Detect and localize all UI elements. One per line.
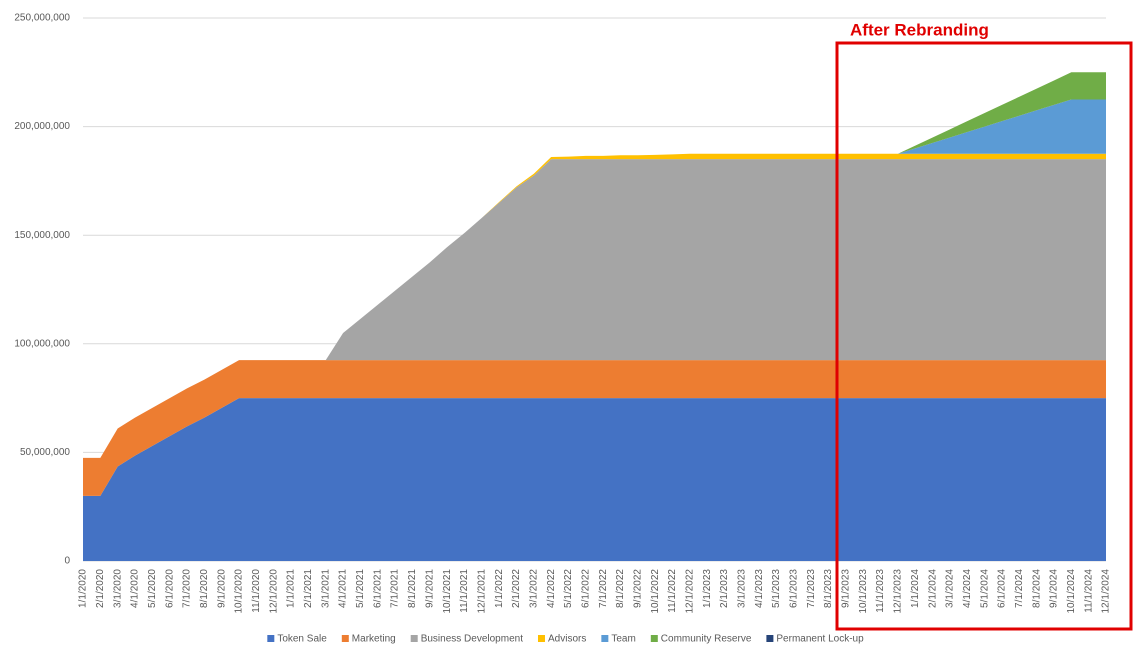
y-tick-label: 200,000,000 <box>14 121 70 132</box>
x-tick-label: 2/1/2020 <box>95 569 106 608</box>
x-tick-label: 5/1/2021 <box>355 569 366 608</box>
area <box>83 398 1106 561</box>
legend-label: Business Development <box>421 634 523 645</box>
x-tick-label: 7/1/2021 <box>390 569 401 608</box>
x-tick-label: 6/1/2020 <box>164 569 175 608</box>
highlight-box <box>835 41 1133 631</box>
x-tick-label: 6/1/2022 <box>580 569 591 608</box>
x-tick-label: 6/1/2024 <box>997 569 1008 608</box>
y-tick-label: 150,000,000 <box>14 230 70 241</box>
x-tick-label: 2/1/2021 <box>303 569 314 608</box>
y-tick-label: 100,000,000 <box>14 338 70 349</box>
x-tick-label: 5/1/2023 <box>771 569 782 608</box>
x-tick-label: 12/1/2024 <box>1101 569 1112 614</box>
legend-swatch <box>650 635 658 642</box>
x-tick-label: 3/1/2022 <box>528 569 539 608</box>
x-tick-label: 9/1/2020 <box>216 569 227 608</box>
x-tick-label: 12/1/2021 <box>476 569 487 614</box>
legend-label: Token Sale <box>277 634 327 645</box>
x-tick-label: 2/1/2024 <box>927 569 938 608</box>
x-tick-label: 12/1/2023 <box>893 569 904 614</box>
x-tick-label: 4/1/2020 <box>130 569 141 608</box>
area <box>83 159 1106 458</box>
area <box>83 360 1106 496</box>
x-tick-label: 6/1/2023 <box>789 569 800 608</box>
x-tick-label: 12/1/2022 <box>685 569 696 614</box>
legend-swatch <box>267 635 275 642</box>
area <box>83 72 1106 458</box>
x-tick-label: 7/1/2023 <box>806 569 817 608</box>
legend-label: Team <box>611 634 635 645</box>
x-tick-label: 9/1/2024 <box>1049 569 1060 608</box>
x-tick-label: 1/1/2023 <box>702 569 713 608</box>
x-tick-label: 1/1/2021 <box>286 569 297 608</box>
x-tick-label: 10/1/2020 <box>234 569 245 614</box>
x-tick-label: 8/1/2024 <box>1031 569 1042 608</box>
legend-swatch <box>766 635 774 642</box>
legend-label: Advisors <box>548 634 586 645</box>
x-tick-label: 7/1/2022 <box>598 569 609 608</box>
legend-label: Marketing <box>352 634 396 645</box>
annotation: After Rebranding <box>850 20 989 39</box>
x-tick-label: 3/1/2021 <box>320 569 331 608</box>
x-tick-label: 4/1/2023 <box>754 569 765 608</box>
x-tick-label: 9/1/2022 <box>632 569 643 608</box>
x-tick-label: 6/1/2021 <box>372 569 383 608</box>
area <box>83 99 1106 458</box>
x-tick-label: 11/1/2023 <box>875 569 886 613</box>
legend-swatch <box>410 635 418 642</box>
x-tick-label: 7/1/2020 <box>182 569 193 608</box>
y-tick-label: 250,000,000 <box>14 13 70 24</box>
x-tick-label: 8/1/2021 <box>407 569 418 608</box>
x-tick-label: 10/1/2023 <box>858 569 869 614</box>
legend-swatch <box>601 635 609 642</box>
x-tick-label: 3/1/2024 <box>945 569 956 608</box>
x-tick-label: 11/1/2024 <box>1083 569 1094 613</box>
x-tick-label: 12/1/2020 <box>268 569 279 614</box>
x-tick-label: 8/1/2022 <box>615 569 626 608</box>
x-tick-label: 7/1/2024 <box>1014 569 1025 608</box>
x-tick-label: 1/1/2024 <box>910 569 921 608</box>
legend-swatch <box>537 635 545 642</box>
y-tick-label: 0 <box>64 556 70 567</box>
y-tick-label: 50,000,000 <box>20 447 70 458</box>
x-tick-label: 3/1/2020 <box>112 569 123 608</box>
x-tick-label: 5/1/2022 <box>563 569 574 608</box>
x-tick-label: 10/1/2022 <box>650 569 661 614</box>
x-tick-label: 10/1/2021 <box>442 569 453 614</box>
x-tick-label: 8/1/2020 <box>199 569 210 608</box>
x-tick-label: 5/1/2024 <box>979 569 990 608</box>
x-tick-label: 5/1/2020 <box>147 569 158 608</box>
x-tick-label: 2/1/2023 <box>719 569 730 608</box>
x-tick-label: 8/1/2023 <box>823 569 834 608</box>
x-tick-label: 10/1/2024 <box>1066 569 1077 614</box>
x-tick-label: 1/1/2022 <box>494 569 505 608</box>
x-tick-label: 4/1/2022 <box>546 569 557 608</box>
x-tick-label: 2/1/2022 <box>511 569 522 608</box>
legend-swatch <box>341 635 349 642</box>
x-tick-label: 4/1/2021 <box>338 569 349 608</box>
legend-label: Community Reserve <box>661 634 752 645</box>
x-tick-label: 3/1/2023 <box>737 569 748 608</box>
x-tick-label: 11/1/2021 <box>459 569 470 613</box>
x-tick-label: 9/1/2021 <box>424 569 435 608</box>
x-tick-label: 11/1/2022 <box>667 569 678 613</box>
x-tick-label: 11/1/2020 <box>251 569 262 613</box>
legend-label: Permanent Lock-up <box>776 634 864 645</box>
x-tick-label: 4/1/2024 <box>962 569 973 608</box>
x-tick-label: 1/1/2020 <box>78 569 89 608</box>
x-tick-label: 9/1/2023 <box>841 569 852 608</box>
